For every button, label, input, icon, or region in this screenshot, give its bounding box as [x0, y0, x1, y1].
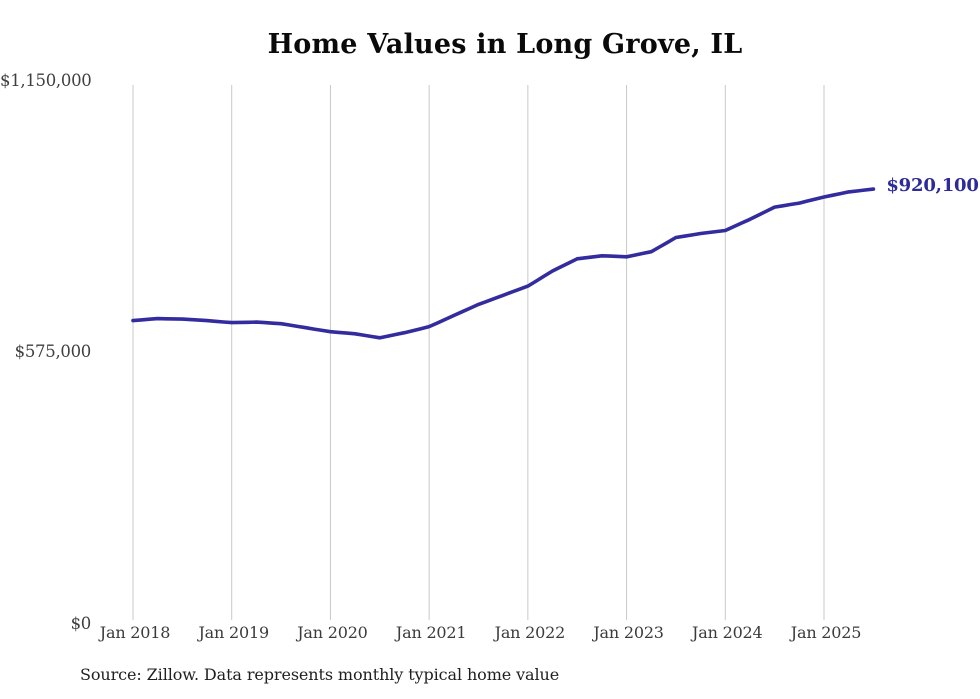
x-tick-label: Jan 2020 — [297, 623, 368, 642]
x-tick-label: Jan 2021 — [395, 623, 467, 642]
x-tick-label: Jan 2024 — [692, 623, 763, 642]
latest-value-label: $920,100 — [886, 175, 979, 197]
y-tick-label: $575,000 — [14, 341, 92, 361]
y-tick-label: $1,150,000 — [0, 70, 92, 90]
x-tick-label: Jan 2025 — [790, 623, 862, 642]
x-tick-label: Jan 2019 — [198, 623, 269, 642]
x-tick-label: Jan 2018 — [99, 623, 171, 642]
x-tick-label: Jan 2023 — [593, 623, 664, 642]
source-note: Source: Zillow. Data represents monthly … — [80, 665, 560, 684]
y-tick-label: $0 — [70, 613, 92, 633]
chart-title: Home Values in Long Grove, IL — [267, 29, 743, 60]
x-tick-label: Jan 2022 — [494, 623, 566, 642]
home-value-line — [131, 187, 876, 340]
